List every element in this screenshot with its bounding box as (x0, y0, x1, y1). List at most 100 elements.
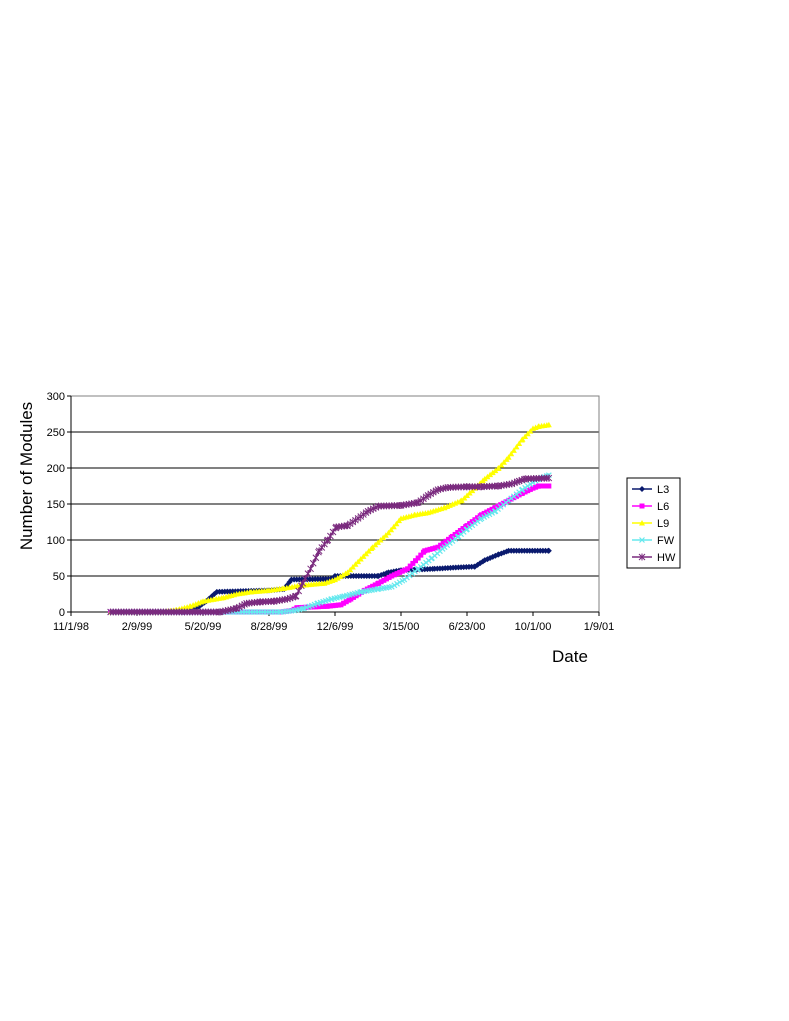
y-tick-label: 0 (59, 607, 65, 619)
data-point (443, 538, 449, 544)
data-point (321, 603, 327, 609)
x-tick-label: 8/28/99 (251, 621, 288, 633)
data-point (495, 465, 502, 471)
x-tick-label: 1/9/01 (584, 621, 615, 633)
data-point (464, 523, 470, 529)
x-tick-label: 6/23/00 (449, 621, 486, 633)
x-tick-labels: 11/1/98 2/9/99 5/20/99 8/28/99 12/6/99 3/15/0… (53, 621, 614, 633)
data-point (324, 536, 332, 544)
legend-item-l6: L6 (632, 501, 669, 513)
data-point (489, 469, 496, 476)
data-point (329, 528, 337, 536)
data-point (475, 515, 481, 521)
y-tick-label: 300 (47, 391, 65, 403)
data-point (330, 603, 336, 609)
y-tick-labels: 0 50 100 150 200 250 300 (47, 391, 65, 619)
data-point (424, 547, 430, 553)
y-axis-title: Number of Modules (17, 402, 36, 550)
data-point (432, 545, 438, 551)
data-point (313, 604, 319, 610)
data-point (413, 499, 421, 507)
data-point (394, 571, 400, 577)
data-point (407, 563, 413, 569)
data-point (539, 483, 545, 489)
x-tick-label: 5/20/99 (185, 621, 222, 633)
y-tick-label: 250 (47, 427, 65, 439)
data-point (413, 558, 419, 564)
series-line (110, 485, 549, 613)
data-point (385, 529, 392, 536)
data-point (530, 485, 536, 491)
x-tick-label: 2/9/99 (122, 621, 153, 633)
data-point (427, 546, 433, 552)
data-point (376, 580, 382, 586)
data-point (381, 577, 387, 583)
y-tick-label: 50 (53, 571, 65, 583)
data-point (519, 490, 525, 496)
series-hw (107, 474, 553, 616)
data-point (378, 579, 384, 585)
data-point (335, 602, 341, 608)
data-point (487, 471, 494, 478)
data-point (390, 523, 397, 530)
legend: L3 L6 L9 FW HW (626, 477, 681, 569)
x-tick-label: 11/1/98 (53, 621, 89, 633)
legend-marker (639, 486, 645, 492)
series-group (107, 421, 553, 616)
data-point (337, 573, 344, 580)
x-tick-label: 10/1/00 (515, 621, 552, 633)
data-point (484, 473, 491, 480)
data-point (383, 576, 389, 582)
data-point (327, 603, 333, 609)
data-point (492, 505, 498, 511)
legend-label: FW (657, 535, 675, 547)
data-point (495, 503, 501, 509)
data-point (299, 605, 305, 612)
data-point (418, 552, 424, 558)
legend-marker (639, 503, 645, 509)
data-point (449, 533, 455, 539)
data-point (545, 421, 552, 428)
data-point (338, 602, 344, 608)
data-point (438, 542, 444, 548)
data-point (386, 574, 392, 580)
data-point (516, 492, 522, 498)
data-point (457, 528, 463, 534)
legend-label: L3 (657, 484, 669, 496)
data-point (545, 547, 552, 554)
legend-marker (639, 537, 645, 543)
legend-label: L9 (657, 518, 669, 530)
data-point (467, 521, 473, 527)
data-point (505, 454, 512, 460)
data-point (410, 560, 416, 566)
data-point (402, 567, 408, 573)
x-tick-label: 3/15/00 (383, 621, 420, 633)
data-point (513, 443, 520, 450)
data-point (536, 483, 542, 489)
data-point (514, 493, 519, 499)
data-point (527, 486, 533, 492)
y-tick-label: 200 (47, 463, 65, 475)
data-point (492, 467, 499, 474)
data-point (422, 548, 428, 554)
legend-item-l9: L9 (632, 518, 669, 530)
data-point (500, 459, 507, 465)
data-point (525, 488, 531, 494)
data-point (541, 483, 547, 489)
data-point (332, 576, 338, 583)
legend-item-l3: L3 (632, 484, 669, 496)
data-point (498, 502, 504, 508)
data-point (545, 474, 553, 482)
data-point (452, 531, 458, 537)
y-tick-label: 100 (47, 535, 65, 547)
legend-item-fw: FW (632, 535, 675, 547)
x-axis-title: Date (552, 647, 588, 666)
legend-marker (638, 553, 646, 561)
data-point (440, 540, 446, 546)
data-point (415, 555, 421, 561)
data-point (341, 600, 347, 606)
data-point (389, 573, 395, 579)
data-point (348, 596, 354, 602)
data-point (460, 526, 466, 532)
